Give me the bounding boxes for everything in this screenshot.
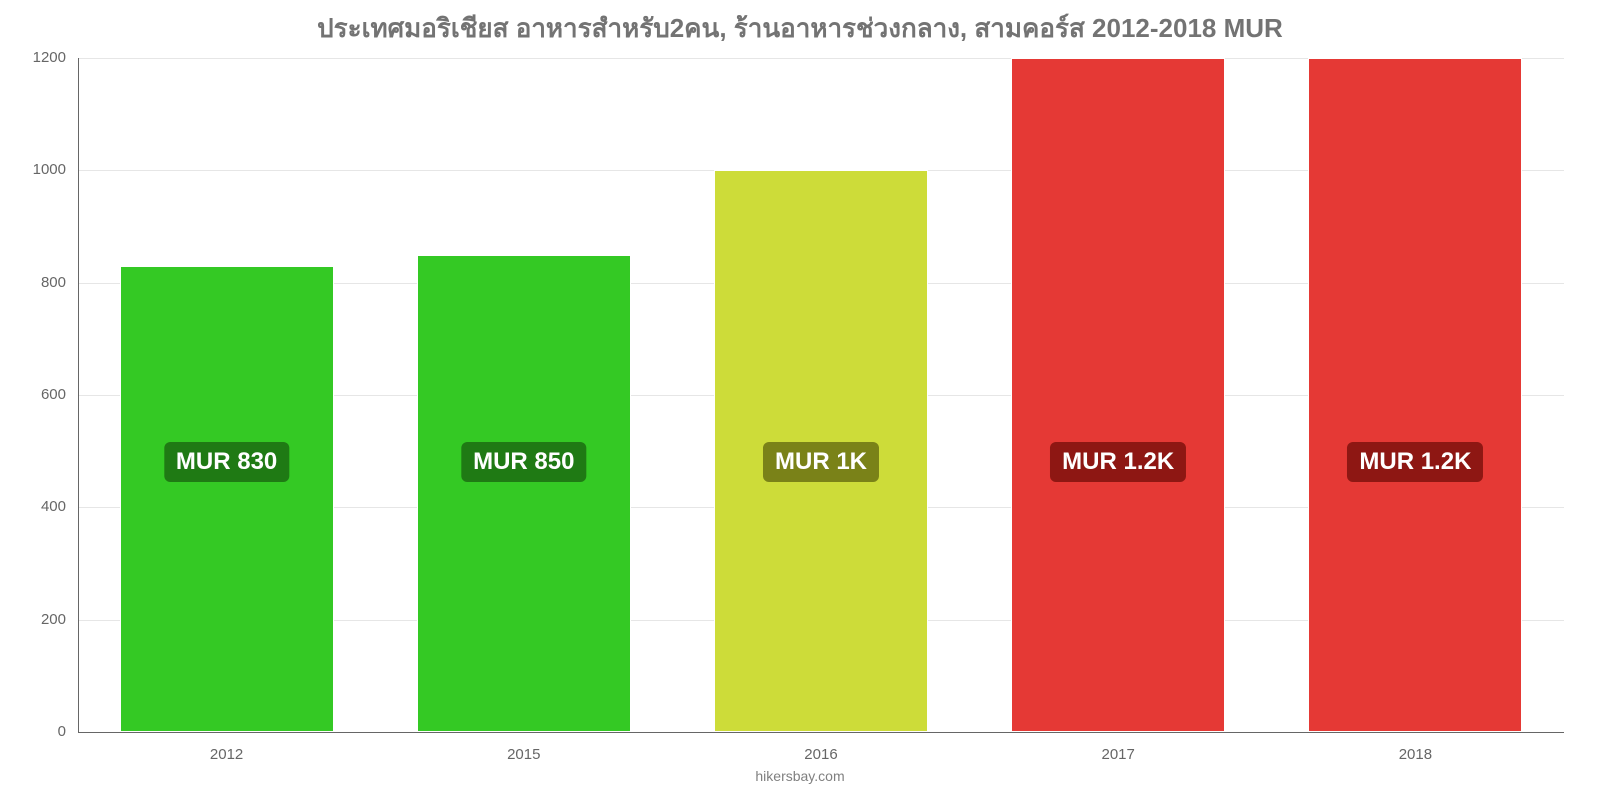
x-tick-label: 2015	[375, 746, 672, 763]
value-badge: MUR 1K	[763, 442, 879, 482]
bar	[120, 266, 334, 732]
x-tick-label: 2018	[1267, 746, 1564, 763]
chart-container: ประเทศมอริเชียส อาหารสำหรับ2คน, ร้านอาหา…	[0, 0, 1600, 800]
bar	[1011, 58, 1225, 732]
value-badge: MUR 1.2K	[1347, 442, 1483, 482]
plot-area: 0200400600800100012002012MUR 8302015MUR …	[78, 58, 1564, 732]
chart-title: ประเทศมอริเชียส อาหารสำหรับ2คน, ร้านอาหา…	[0, 0, 1600, 49]
x-tick-label: 2017	[970, 746, 1267, 763]
y-tick-label: 1200	[8, 49, 66, 66]
y-axis-line	[78, 58, 79, 732]
x-axis-line	[78, 732, 1564, 733]
value-badge: MUR 850	[461, 442, 586, 482]
y-tick-label: 0	[8, 723, 66, 740]
x-tick-label: 2016	[672, 746, 969, 763]
value-badge: MUR 1.2K	[1050, 442, 1186, 482]
credit-text: hikersbay.com	[0, 768, 1600, 784]
y-tick-label: 1000	[8, 161, 66, 178]
bar	[417, 255, 631, 732]
y-tick-label: 800	[8, 274, 66, 291]
y-tick-label: 400	[8, 498, 66, 515]
x-tick-label: 2012	[78, 746, 375, 763]
y-tick-label: 600	[8, 386, 66, 403]
value-badge: MUR 830	[164, 442, 289, 482]
y-tick-label: 200	[8, 611, 66, 628]
bar	[1308, 58, 1522, 732]
